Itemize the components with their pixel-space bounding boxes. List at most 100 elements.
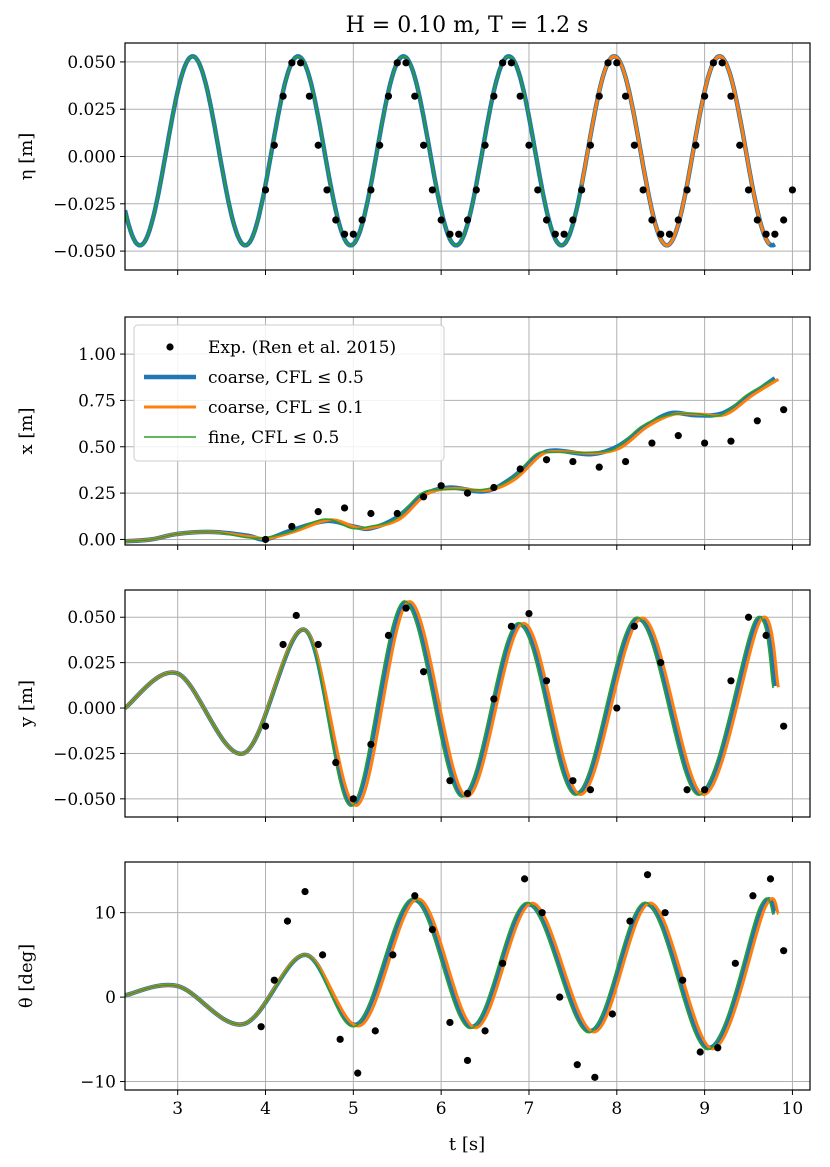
exp-point — [780, 722, 788, 730]
series-line-3 — [125, 897, 774, 1051]
exp-point — [591, 1073, 599, 1081]
exp-point — [367, 186, 375, 194]
exp-point — [643, 871, 652, 879]
exp-point — [455, 230, 463, 238]
exp-point — [525, 141, 533, 149]
exp-point — [674, 216, 682, 224]
exp-point — [639, 186, 647, 194]
panel-y: −0.050 −0.025 0.000 0.025 0.050 y [m] — [16, 589, 811, 822]
y-tick-label: −0.050 — [53, 242, 116, 262]
exp-point — [771, 230, 779, 238]
y-tick-label: 0.00 — [78, 530, 116, 550]
exp-point — [595, 92, 603, 100]
series-line-3 — [125, 379, 774, 543]
y-tick-label: −0.050 — [53, 790, 116, 810]
exp-point — [261, 535, 270, 544]
series-line-2 — [125, 897, 780, 1051]
exp-point — [270, 141, 278, 149]
exp-point — [780, 947, 788, 955]
y-axis-label-eta: η [m] — [16, 133, 37, 181]
exp-point — [718, 59, 726, 67]
exp-point — [437, 216, 445, 224]
grid-theta — [125, 862, 810, 1090]
exp-point — [648, 216, 656, 224]
exp-point — [279, 92, 287, 100]
plot-area-x — [125, 376, 788, 544]
exp-point — [402, 59, 410, 67]
legend-label-2: coarse, CFL ≤ 0.1 — [208, 398, 364, 418]
exp-point — [261, 722, 270, 730]
grid-eta — [125, 43, 810, 270]
exp-point — [428, 925, 436, 934]
exp-point — [305, 92, 314, 100]
exp-point — [323, 186, 331, 194]
exp-point — [538, 909, 546, 917]
exp-point — [542, 216, 551, 224]
exp-point — [525, 610, 533, 618]
exp-point — [499, 959, 507, 967]
y-tick-label: 0.75 — [78, 391, 116, 411]
exp-point — [613, 59, 621, 67]
exp-point — [744, 186, 753, 194]
exp-point — [595, 463, 603, 471]
plot-area-theta — [125, 871, 788, 1081]
exp-point — [340, 504, 349, 512]
exp-point — [340, 230, 349, 238]
exp-point — [507, 59, 516, 67]
exp-point — [516, 92, 524, 100]
exp-point — [384, 631, 393, 640]
series-line-3 — [125, 55, 583, 247]
exp-point — [367, 509, 375, 518]
exp-point — [257, 1023, 265, 1031]
exp-point — [507, 622, 516, 630]
exp-point — [665, 230, 674, 238]
y-tick-label: 0.000 — [67, 148, 116, 168]
legend-marker-exp — [166, 343, 174, 351]
axes-frame-x — [124, 316, 811, 546]
exp-point — [709, 59, 717, 67]
plot-area-eta — [125, 54, 797, 248]
exp-point — [516, 465, 524, 473]
exp-point — [626, 917, 634, 925]
exp-point — [674, 432, 682, 440]
exp-point — [332, 758, 340, 767]
exp-point — [349, 230, 357, 238]
axes-frame-eta — [124, 42, 811, 271]
exp-point — [578, 186, 586, 194]
y-tick-label: 0.050 — [67, 53, 116, 73]
series-line-2 — [580, 54, 771, 247]
exp-point — [753, 417, 761, 425]
y-tick-label: −0.025 — [53, 195, 116, 215]
exp-point — [613, 704, 621, 712]
exp-point — [463, 216, 472, 224]
exp-point — [683, 186, 691, 194]
exp-point — [292, 611, 300, 620]
y-axis-label-y: y [m] — [16, 680, 37, 728]
plot-area-y — [125, 600, 788, 807]
exp-point — [701, 439, 709, 447]
exp-point — [604, 59, 612, 67]
exp-point — [586, 786, 595, 794]
exp-point — [297, 59, 305, 67]
exp-point — [727, 92, 735, 100]
exp-point — [389, 951, 397, 959]
y-tick-label: 0.000 — [67, 699, 116, 719]
y-tick-label: 0.050 — [67, 608, 116, 628]
exp-point — [336, 1035, 344, 1043]
legend-label-1: coarse, CFL ≤ 0.5 — [208, 368, 364, 388]
panel-x: 0.00 0.25 0.50 0.75 1.00 x [m] — [16, 316, 811, 550]
exp-point — [490, 695, 498, 703]
y-tick-label: 0.025 — [67, 100, 116, 120]
exp-point — [437, 482, 445, 490]
exp-point — [556, 993, 564, 1001]
x-tick-label: 7 — [524, 1099, 535, 1119]
series-line-3 — [125, 600, 774, 807]
figure-title: H = 0.10 m, T = 1.2 s — [346, 13, 589, 38]
exp-point — [358, 216, 366, 224]
exp-point — [463, 789, 472, 797]
exp-point — [419, 668, 428, 676]
exp-point — [573, 1061, 581, 1069]
y-axis-label-theta: θ [deg] — [16, 944, 37, 1008]
exp-point — [499, 59, 507, 67]
exp-point — [393, 509, 401, 518]
